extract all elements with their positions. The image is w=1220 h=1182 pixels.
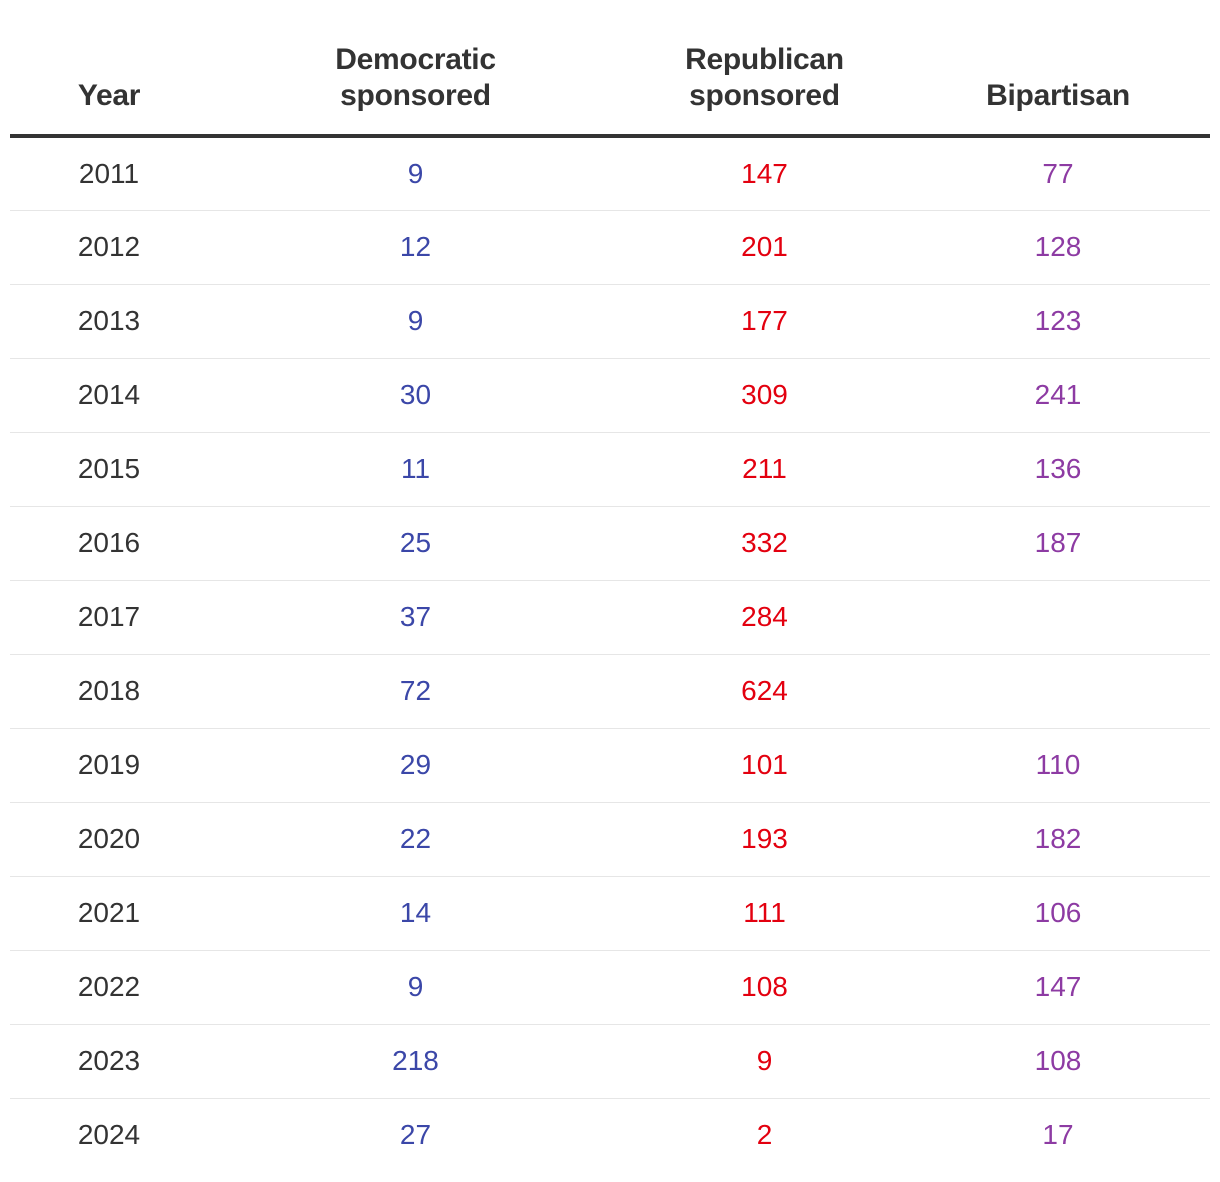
cell-republican: 111 <box>623 876 906 951</box>
cell-bipartisan: 110 <box>906 728 1210 803</box>
table-row: 2016 25 332 187 <box>10 506 1210 581</box>
cell-republican: 177 <box>623 284 906 359</box>
cell-republican: 147 <box>623 136 906 211</box>
table-row: 2024 27 2 17 <box>10 1098 1210 1172</box>
cell-bipartisan: 128 <box>906 210 1210 285</box>
cell-year: 2016 <box>10 506 208 581</box>
header-year-label: Year <box>77 79 141 112</box>
table-row: 2014 30 309 241 <box>10 358 1210 433</box>
table-row: 2019 29 101 110 <box>10 728 1210 803</box>
cell-year: 2013 <box>10 284 208 359</box>
cell-democratic: 9 <box>208 284 623 359</box>
header-republican-line2: sponsored <box>689 79 840 112</box>
cell-bipartisan: 106 <box>906 876 1210 951</box>
cell-democratic: 9 <box>208 136 623 211</box>
cell-bipartisan: 147 <box>906 950 1210 1025</box>
header-republican: Republican sponsored <box>623 0 906 138</box>
cell-bipartisan: 77 <box>906 136 1210 211</box>
table-row: 2020 22 193 182 <box>10 802 1210 877</box>
cell-year: 2020 <box>10 802 208 877</box>
table-row: 2018 72 624 <box>10 654 1210 729</box>
cell-republican: 201 <box>623 210 906 285</box>
header-row: Year Democratic sponsored Republican spo… <box>10 0 1210 138</box>
cell-republican: 284 <box>623 580 906 655</box>
cell-bipartisan: 123 <box>906 284 1210 359</box>
table-row: 2022 9 108 147 <box>10 950 1210 1025</box>
cell-democratic: 12 <box>208 210 623 285</box>
cell-republican: 624 <box>623 654 906 729</box>
table-header: Year Democratic sponsored Republican spo… <box>10 0 1210 138</box>
cell-bipartisan: 108 <box>906 1024 1210 1099</box>
table-row: 2021 14 111 106 <box>10 876 1210 951</box>
cell-year: 2011 <box>10 136 208 211</box>
cell-democratic: 37 <box>208 580 623 655</box>
header-democratic-line2: sponsored <box>340 79 491 112</box>
cell-democratic: 27 <box>399 1119 432 1151</box>
header-bipartisan-label: Bipartisan <box>986 79 1130 112</box>
cell-democratic: 25 <box>208 506 623 581</box>
cell-year: 2024 <box>77 1119 141 1151</box>
cell-republican: 193 <box>623 802 906 877</box>
cell-bipartisan: 187 <box>906 506 1210 581</box>
cell-year: 2019 <box>10 728 208 803</box>
cell-bipartisan: 17 <box>1042 1119 1074 1151</box>
sponsorship-table: Year Democratic sponsored Republican spo… <box>10 0 1210 1172</box>
table-row: 2013 9 177 123 <box>10 284 1210 359</box>
cell-democratic: 14 <box>208 876 623 951</box>
cell-year: 2023 <box>10 1024 208 1099</box>
cell-democratic: 30 <box>208 358 623 433</box>
cell-year: 2015 <box>10 432 208 507</box>
header-bipartisan: Bipartisan <box>906 0 1210 138</box>
sponsorship-table-container: Year Democratic sponsored Republican spo… <box>10 0 1210 1172</box>
table-row: 2011 9 147 77 <box>10 136 1210 211</box>
cell-republican: 2 <box>756 1119 773 1151</box>
cell-republican: 9 <box>623 1024 906 1099</box>
cell-democratic: 218 <box>208 1024 623 1099</box>
cell-democratic: 29 <box>208 728 623 803</box>
cell-bipartisan <box>906 580 1210 655</box>
cell-year: 2018 <box>10 654 208 729</box>
header-democratic: Democratic sponsored <box>208 0 623 138</box>
cell-year: 2012 <box>10 210 208 285</box>
table-row: 2017 37 284 <box>10 580 1210 655</box>
table-body: 2011 9 147 77 2012 12 201 128 2013 9 177 123 2014 30 3… <box>10 136 1210 1172</box>
cell-bipartisan <box>906 654 1210 729</box>
table-row: 2015 11 211 136 <box>10 432 1210 507</box>
cell-year: 2022 <box>10 950 208 1025</box>
cell-democratic: 11 <box>208 432 623 507</box>
cell-republican: 211 <box>623 432 906 507</box>
cell-democratic: 22 <box>208 802 623 877</box>
cell-bipartisan: 136 <box>906 432 1210 507</box>
header-republican-line1: Republican <box>685 43 844 76</box>
cell-republican: 309 <box>623 358 906 433</box>
cell-republican: 101 <box>623 728 906 803</box>
cell-democratic: 9 <box>208 950 623 1025</box>
cell-bipartisan: 182 <box>906 802 1210 877</box>
header-democratic-line1: Democratic <box>335 43 496 76</box>
cell-democratic: 72 <box>208 654 623 729</box>
header-year: Year <box>10 0 208 138</box>
cell-year: 2014 <box>10 358 208 433</box>
cell-republican: 108 <box>623 950 906 1025</box>
cell-year: 2021 <box>10 876 208 951</box>
cell-republican: 332 <box>623 506 906 581</box>
cell-bipartisan: 241 <box>906 358 1210 433</box>
cell-year: 2017 <box>10 580 208 655</box>
table-row: 2023 218 9 108 <box>10 1024 1210 1099</box>
table-row: 2012 12 201 128 <box>10 210 1210 285</box>
